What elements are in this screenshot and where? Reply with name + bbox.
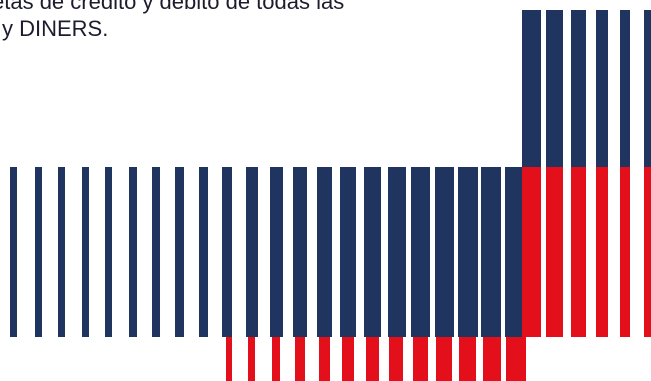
navy-stripe (481, 167, 501, 337)
red-stripe (596, 167, 608, 337)
navy-stripe (644, 10, 651, 167)
navy-stripe (505, 167, 525, 337)
red-stripe (522, 167, 541, 337)
navy-stripe (270, 167, 283, 337)
navy-stripe (246, 167, 258, 337)
lower-stripe-group (10, 167, 526, 381)
body-text: etas de crédito y débito de todas las y … (0, 0, 520, 42)
navy-stripe (596, 10, 608, 167)
navy-stripe (435, 167, 454, 337)
navy-stripe (571, 10, 586, 167)
red-stripe (319, 337, 330, 381)
red-stripe (248, 337, 255, 381)
navy-stripe (175, 167, 184, 337)
navy-stripe (222, 167, 232, 337)
red-stripe (483, 337, 501, 381)
navy-stripe (129, 167, 137, 337)
navy-stripe (10, 167, 17, 337)
body-text-line-1: etas de crédito y débito de todas las (0, 0, 345, 14)
red-stripe (366, 337, 379, 381)
navy-stripe (388, 167, 406, 337)
navy-stripe (411, 167, 430, 337)
red-stripe (546, 167, 563, 337)
red-stripe (644, 167, 651, 337)
red-stripe (506, 337, 526, 381)
navy-stripe (340, 167, 356, 337)
red-stripe (413, 337, 428, 381)
navy-stripe (293, 167, 307, 337)
red-stripe (272, 337, 280, 381)
navy-stripe (620, 10, 630, 167)
red-stripe (571, 167, 586, 337)
red-stripe (295, 337, 305, 381)
navy-stripe (546, 10, 563, 167)
navy-stripe (458, 167, 478, 337)
navy-stripe (199, 167, 208, 337)
red-stripe (459, 337, 476, 381)
navy-stripe (82, 167, 89, 337)
navy-stripe (58, 167, 65, 337)
red-stripe (436, 337, 452, 381)
navy-stripe (522, 10, 541, 167)
navy-stripe (364, 167, 381, 337)
red-stripe (389, 337, 403, 381)
navy-stripe (35, 167, 42, 337)
red-stripe (620, 167, 630, 337)
upper-stripe-group (522, 10, 651, 337)
navy-stripe (105, 167, 112, 337)
red-stripe (226, 337, 232, 381)
body-text-line-2: y DINERS. (2, 16, 109, 41)
navy-stripe (317, 167, 332, 337)
red-stripe (342, 337, 354, 381)
navy-stripe (152, 167, 160, 337)
